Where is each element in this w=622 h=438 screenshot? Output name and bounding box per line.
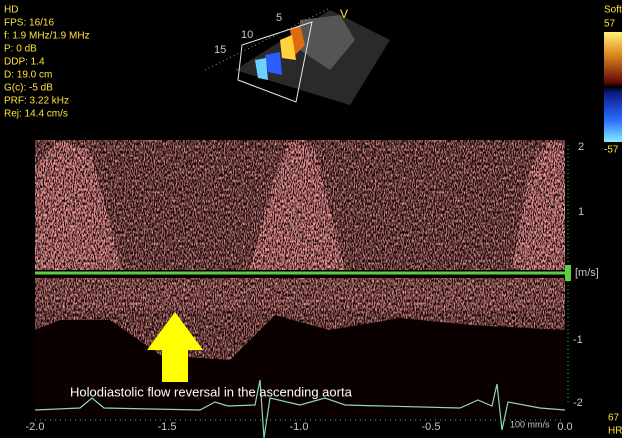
velocity-tick-label: 1: [578, 206, 584, 218]
setting: D: 19.0 cm: [4, 70, 52, 81]
ultrasound-screen: 15 10 5 V HD FPS: 16/16 f: 1.9 MHz/1.9 M…: [0, 0, 622, 438]
setting: P: 0 dB: [4, 44, 37, 55]
time-tick-label: -1.5: [158, 421, 177, 433]
baseline-marker: [565, 265, 571, 281]
color-bar-title: Soft: [604, 5, 622, 16]
time-tick-label: -1.0: [290, 421, 309, 433]
time-tick-label: 0.0: [557, 421, 572, 433]
setting: FPS: 16/16: [4, 18, 54, 29]
depth-label: 5: [276, 12, 282, 24]
heart-rate-label: HR: [608, 426, 622, 437]
setting: f: 1.9 MHz/1.9 MHz: [4, 31, 90, 42]
setting: Rej: 14.4 cm/s: [4, 109, 68, 120]
velocity-tick-label: 2: [578, 141, 584, 153]
time-tick-label: -2.0: [26, 421, 45, 433]
velocity-unit: [m/s]: [575, 267, 599, 279]
color-bar: [604, 32, 622, 142]
sweep-speed: 100 mm/s: [510, 419, 550, 429]
setting: G(c): -5 dB: [4, 83, 53, 94]
heart-rate-value: 67: [608, 413, 620, 424]
setting: DDP: 1.4: [4, 57, 45, 68]
time-tick-label: -0.5: [422, 421, 441, 433]
doppler-spectrum: [35, 140, 565, 420]
annotation: Holodiastolic flow reversal in the ascen…: [70, 384, 353, 399]
depth-label: 15: [214, 44, 226, 56]
depth-label: 10: [241, 29, 253, 41]
setting: PRF: 3.22 kHz: [4, 96, 69, 107]
setting: HD: [4, 5, 18, 16]
view-label: V: [340, 7, 348, 21]
color-bar-max: 57: [604, 19, 616, 30]
color-bar-min: -57: [604, 145, 619, 156]
velocity-tick-label: -1: [573, 334, 583, 346]
velocity-tick-label: -2: [573, 397, 583, 409]
